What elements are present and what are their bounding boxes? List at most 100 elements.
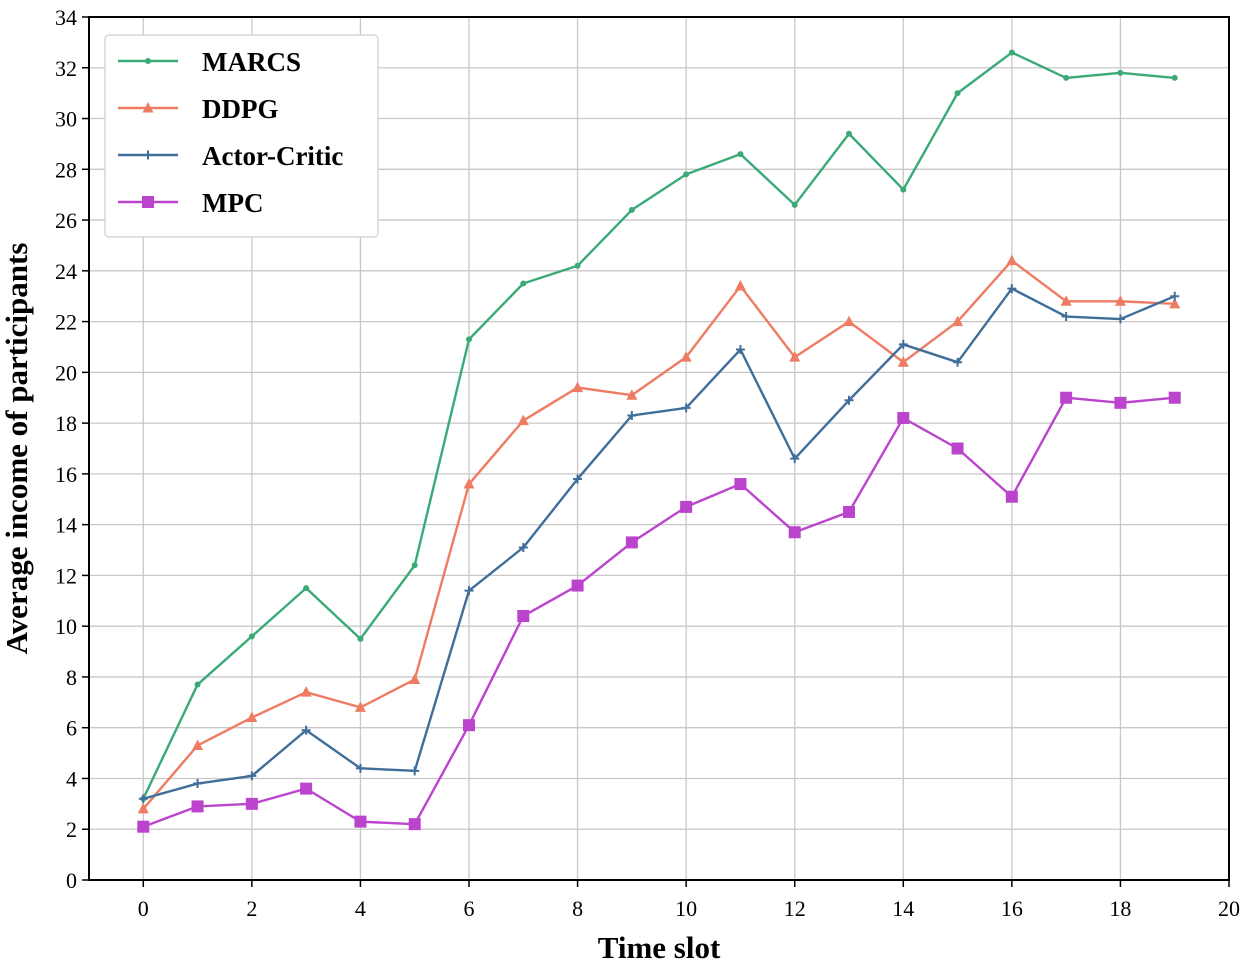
y-tick-label: 22 — [55, 310, 77, 335]
legend-box — [104, 34, 379, 238]
data-point — [951, 442, 964, 455]
y-tick-label: 8 — [66, 665, 77, 690]
data-point — [300, 686, 312, 697]
legend-marker — [142, 102, 154, 113]
legend-marker — [143, 150, 153, 160]
data-point — [1170, 291, 1180, 301]
data-point — [1008, 49, 1015, 56]
data-point — [897, 412, 910, 425]
data-point — [737, 151, 744, 158]
y-tick-label: 20 — [55, 360, 77, 385]
data-point — [193, 779, 203, 789]
data-point — [1169, 297, 1181, 309]
x-tick-label: 20 — [1218, 896, 1240, 921]
plot-series — [137, 49, 1181, 833]
data-point — [463, 719, 475, 732]
y-tick-label: 32 — [55, 56, 77, 81]
data-point — [247, 771, 257, 781]
data-point — [790, 454, 800, 464]
y-tick-label: 24 — [55, 259, 77, 284]
legend-marker — [142, 196, 154, 208]
series-line — [142, 396, 1175, 828]
data-point — [843, 505, 855, 518]
data-point — [681, 403, 691, 413]
x-tick-label: 4 — [355, 896, 366, 921]
data-point — [788, 526, 801, 539]
series-actor-critic — [138, 284, 1180, 804]
data-point — [844, 395, 854, 405]
data-point — [137, 802, 149, 814]
data-point — [846, 130, 852, 137]
data-point — [791, 201, 798, 208]
data-point — [1063, 74, 1070, 81]
legend-entry: DDPG — [118, 94, 279, 124]
y-tick-label: 30 — [55, 107, 77, 132]
data-point — [517, 610, 530, 623]
legend-label: MARCS — [202, 47, 301, 77]
data-point — [411, 562, 418, 569]
data-point — [137, 820, 150, 833]
data-point — [627, 411, 637, 421]
x-tick-label: 16 — [1001, 896, 1023, 921]
data-point — [1171, 74, 1178, 81]
data-point — [625, 536, 638, 549]
data-point — [680, 351, 692, 362]
y-tick-label: 4 — [66, 766, 77, 791]
data-point — [409, 673, 421, 684]
data-point — [192, 739, 204, 750]
data-point — [1060, 295, 1072, 306]
y-tick-label: 12 — [55, 563, 77, 588]
data-point — [1005, 490, 1018, 503]
y-axis-title: Average income of participants — [0, 243, 34, 655]
series-marcs — [140, 49, 1178, 802]
x-tick-label: 8 — [572, 896, 583, 921]
series-line — [142, 51, 1175, 800]
data-point — [410, 766, 420, 776]
y-tick-label: 2 — [66, 817, 77, 842]
y-tick-label: 0 — [66, 868, 77, 893]
legend-entries: MARCS DDPG Actor-Critic MPC — [118, 47, 343, 218]
data-point — [1060, 391, 1073, 404]
data-point — [520, 280, 527, 287]
data-point — [572, 381, 584, 393]
data-point — [466, 336, 472, 343]
legend: MARCS DDPG Actor-Critic MPC — [104, 34, 379, 238]
data-point — [952, 315, 964, 327]
data-point — [683, 171, 690, 178]
plot-frame — [88, 16, 1230, 881]
data-point — [245, 797, 258, 810]
data-point — [1168, 391, 1181, 404]
data-point — [900, 186, 907, 193]
data-point — [628, 206, 635, 213]
data-point — [463, 478, 475, 489]
y-tick-label: 28 — [55, 157, 77, 182]
data-point — [354, 815, 367, 828]
series-mpc — [137, 391, 1181, 833]
data-point — [571, 579, 584, 592]
y-tick-label: 14 — [55, 513, 77, 538]
legend-entry: Actor-Critic — [118, 141, 343, 171]
x-tick-label: 12 — [784, 896, 806, 921]
data-point — [303, 585, 310, 592]
data-point — [246, 711, 258, 723]
y-tick-label: 18 — [55, 411, 77, 436]
x-tick-label: 2 — [246, 896, 257, 921]
data-point — [408, 818, 421, 831]
data-point — [573, 474, 583, 484]
data-point — [248, 633, 255, 640]
data-point — [194, 681, 201, 688]
x-axis-title: Time slot — [598, 930, 721, 965]
y-tick-label: 34 — [55, 5, 77, 30]
series-line — [142, 259, 1175, 810]
data-point — [734, 280, 746, 291]
data-point — [789, 351, 801, 362]
data-point — [953, 357, 963, 367]
legend-marker — [145, 58, 151, 64]
data-point — [1114, 295, 1126, 306]
x-tick-label: 10 — [675, 896, 697, 921]
data-point — [735, 345, 745, 355]
x-tick-label: 18 — [1109, 896, 1131, 921]
data-point — [357, 635, 364, 642]
data-point — [734, 478, 747, 491]
data-point — [355, 763, 365, 773]
